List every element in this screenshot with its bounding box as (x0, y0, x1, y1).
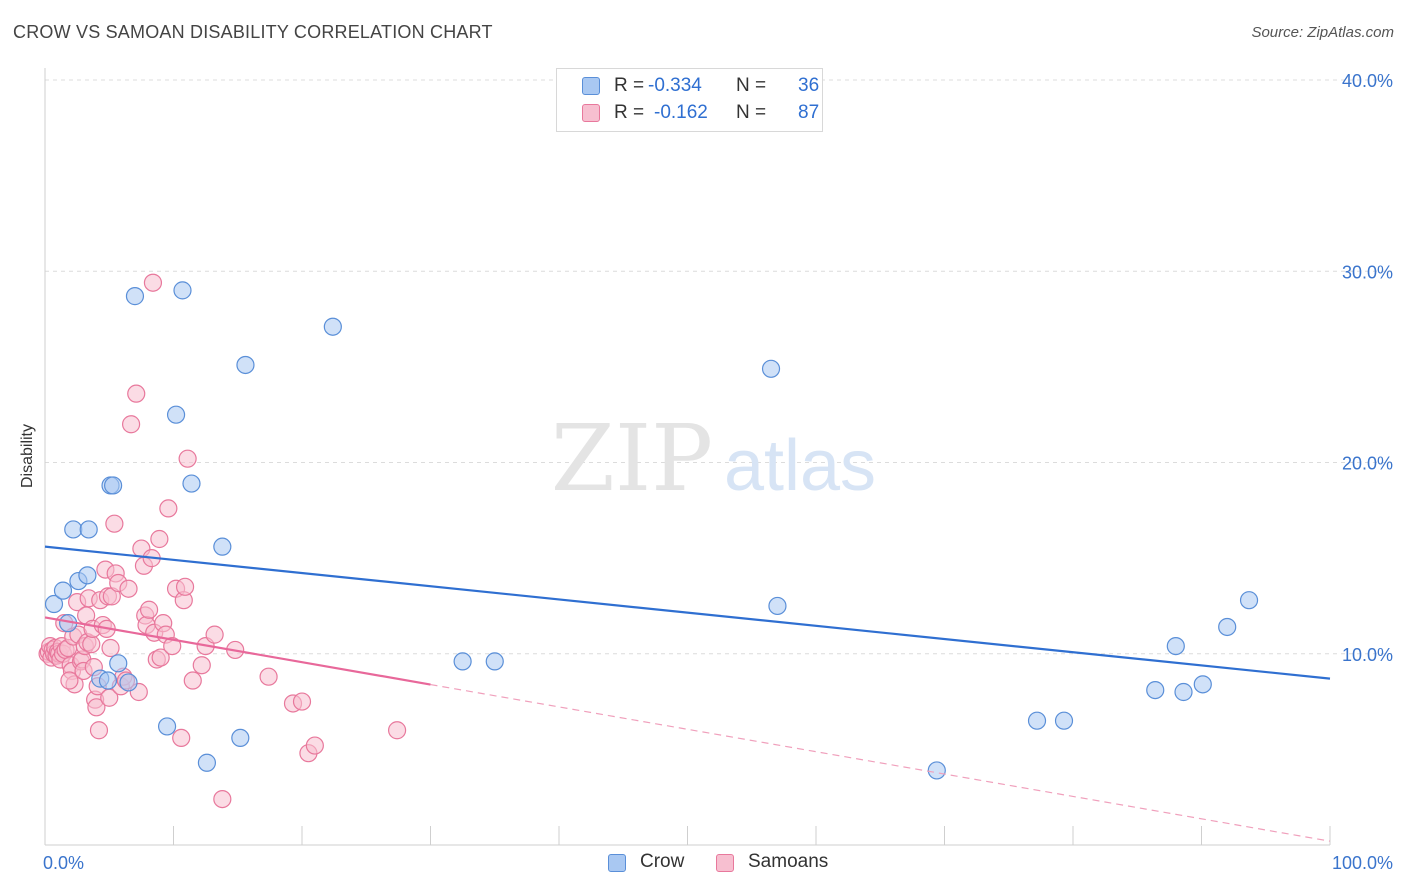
samoans-point (143, 273, 163, 292)
crow-point (1193, 675, 1212, 694)
x-tick-label-min: 0.0% (43, 853, 84, 873)
samoans-point (205, 625, 224, 644)
samoans-point (292, 692, 312, 711)
samoans-point (121, 415, 141, 434)
samoans-point (89, 721, 109, 740)
tick-labels: 10.0% 20.0% 30.0% 40.0% 0.0% 100.0% (43, 71, 1393, 873)
y-tick-label: 10.0% (1342, 645, 1393, 665)
crow-point (79, 520, 98, 539)
crow-point (104, 476, 123, 495)
crow-point (485, 652, 504, 671)
r-value: -0.162 (654, 102, 708, 123)
samoans-point (213, 789, 232, 809)
crow-point (1239, 591, 1259, 610)
samoans-swatch (582, 104, 600, 122)
source-credit: Source: ZipAtlas.com (1251, 24, 1394, 41)
crow-point (1146, 680, 1165, 700)
crow-point (761, 359, 781, 378)
samoans-swatch (716, 854, 734, 872)
samoans-points (38, 273, 407, 809)
crow-point (453, 652, 472, 671)
crow-point (64, 520, 83, 539)
crow-point (125, 287, 145, 306)
y-tick-label: 20.0% (1342, 454, 1393, 474)
samoans-point (82, 635, 101, 654)
crow-point (768, 596, 787, 616)
samoans-point (305, 736, 324, 755)
crow-point (1054, 711, 1074, 730)
crow-point (927, 761, 946, 780)
n-value: 36 (798, 75, 820, 96)
samoans-point (259, 667, 278, 686)
crow-point (236, 355, 255, 375)
crow-points (44, 281, 1259, 780)
crow-point (323, 317, 342, 336)
crow-point (109, 654, 128, 673)
samoans-point (127, 384, 146, 403)
crow-point (173, 281, 192, 300)
crow-point (98, 671, 118, 690)
crow-point (166, 405, 186, 424)
samoans-point (139, 600, 159, 619)
crow-point (78, 566, 97, 585)
samoans-point (101, 638, 120, 658)
samoans-point (119, 579, 138, 598)
n-value: 87 (798, 102, 820, 123)
samoans-point (175, 577, 195, 596)
samoans-point (151, 648, 170, 667)
watermark: ZIP atlas (551, 405, 876, 512)
correlation-legend: R = -0.334 N = 36 R = -0.162 N = 87 (556, 68, 823, 132)
samoans-trend-line (44, 616, 431, 686)
crow-trend-line (44, 545, 1331, 680)
samoans-point (105, 514, 124, 533)
samoans-point (178, 449, 197, 468)
r-value: -0.334 (648, 75, 702, 96)
samoans-point (159, 499, 178, 518)
samoans-point (60, 671, 79, 690)
chart-title: CROW VS SAMOAN DISABILITY CORRELATION CH… (13, 22, 493, 42)
samoans-point (150, 529, 169, 549)
crow-point (231, 728, 250, 748)
r-label: R = (614, 102, 650, 123)
crow-point (197, 753, 217, 772)
crow-point (1166, 636, 1185, 656)
watermark-zip: ZIP (551, 405, 713, 512)
crow-point (157, 717, 177, 736)
n-label: N = (736, 75, 772, 96)
crow-point (44, 594, 64, 614)
samoans-point (163, 636, 182, 656)
crow-point (1027, 711, 1047, 730)
crow-swatch (608, 854, 626, 872)
crow-point (182, 474, 201, 493)
samoans-point (172, 728, 191, 748)
samoans-point (87, 698, 106, 717)
y-tick-label: 30.0% (1342, 262, 1393, 282)
axes (44, 68, 1331, 846)
r-label: R = (614, 75, 650, 96)
crow-point (53, 581, 73, 600)
samoans-point (183, 671, 202, 690)
crow-point (213, 537, 232, 556)
y-tick-label: 40.0% (1342, 71, 1393, 91)
crow-swatch (582, 77, 600, 95)
samoans-trend-extension (430, 683, 1331, 842)
samoans-point (387, 721, 407, 740)
n-label: N = (736, 102, 772, 123)
crow-point (1218, 617, 1237, 637)
x-tick-label-max: 100.0% (1332, 853, 1393, 873)
legend-label: Samoans (748, 851, 829, 872)
crow-point (1174, 682, 1193, 702)
crow-point (119, 673, 138, 692)
watermark-atlas: atlas (724, 426, 876, 506)
legend-label: Crow (640, 851, 685, 872)
trend-lines (44, 545, 1331, 842)
samoans-point (192, 656, 211, 675)
